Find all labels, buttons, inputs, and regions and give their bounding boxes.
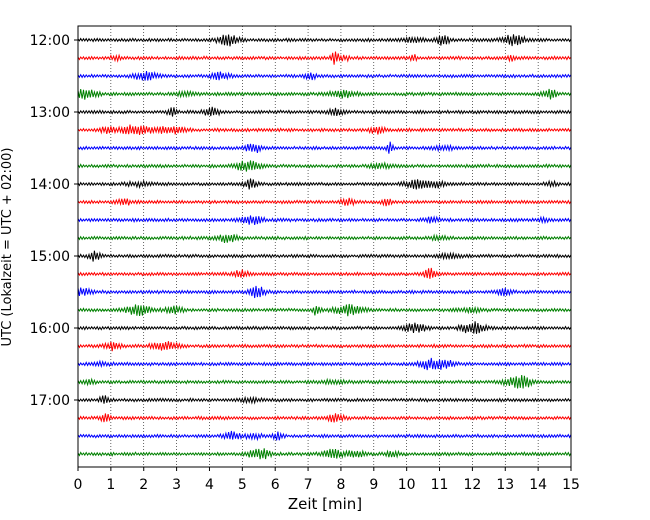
- x-tick-label: 0: [74, 477, 83, 493]
- x-tick-label: 6: [271, 477, 280, 493]
- x-axis-ticks: 0 1 2 3 4 5 6 7 8 9 10 11 12 13 14 15: [74, 467, 580, 493]
- y-tick-label: 13:00: [30, 105, 70, 121]
- trace-1715: [77, 413, 572, 423]
- trace-1700: [77, 395, 572, 405]
- y-axis-ticks: 12:00 13:00 14:00 15:00 16:00 17:00: [30, 33, 78, 409]
- seismogram-traces: [77, 34, 572, 460]
- y-tick-label: 16:00: [30, 321, 70, 337]
- x-tick-label: 15: [562, 477, 580, 493]
- x-tick-label: 11: [431, 477, 449, 493]
- trace-1400: [77, 178, 572, 190]
- trace-1200: [77, 34, 572, 47]
- x-tick-label: 10: [398, 477, 416, 493]
- y-axis-label: UTC (Lokalzeit = UTC + 02:00): [0, 148, 15, 347]
- x-tick-label: 12: [463, 477, 481, 493]
- y-tick-label: 17:00: [30, 393, 70, 409]
- x-tick-label: 13: [496, 477, 514, 493]
- plot-frame: [77, 25, 572, 468]
- trace-1330: [77, 141, 572, 154]
- trace-1415: [77, 197, 572, 207]
- trace-1530: [77, 285, 572, 299]
- x-tick-label: 1: [106, 477, 115, 493]
- trace-1215: [77, 51, 572, 65]
- x-tick-label: 7: [304, 477, 313, 493]
- x-tick-label: 3: [172, 477, 181, 493]
- trace-1630: [77, 357, 572, 371]
- trace-1500: [77, 250, 572, 262]
- trace-1230: [77, 70, 572, 81]
- trace-1600: [77, 321, 572, 334]
- trace-1315: [77, 124, 572, 135]
- trace-1615: [77, 341, 572, 352]
- x-axis-label: Zeit [min]: [288, 495, 362, 513]
- trace-1745: [77, 448, 572, 460]
- trace-1645: [77, 375, 572, 389]
- x-tick-label: 8: [336, 477, 345, 493]
- x-tick-label: 4: [205, 477, 214, 493]
- trace-1730: [77, 430, 572, 442]
- y-tick-label: 15:00: [30, 249, 70, 265]
- trace-1445: [77, 233, 572, 243]
- trace-1515: [77, 267, 572, 279]
- trace-1345: [77, 160, 572, 172]
- trace-1545: [77, 303, 572, 317]
- y-tick-label: 12:00: [30, 33, 70, 49]
- x-tick-label: 14: [529, 477, 547, 493]
- x-tick-label: 9: [369, 477, 378, 493]
- x-tick-label: 2: [139, 477, 148, 493]
- trace-1300: [77, 106, 572, 117]
- x-tick-label: 5: [238, 477, 247, 493]
- trace-1245: [77, 88, 572, 100]
- trace-1430: [77, 215, 572, 225]
- y-tick-label: 14:00: [30, 177, 70, 193]
